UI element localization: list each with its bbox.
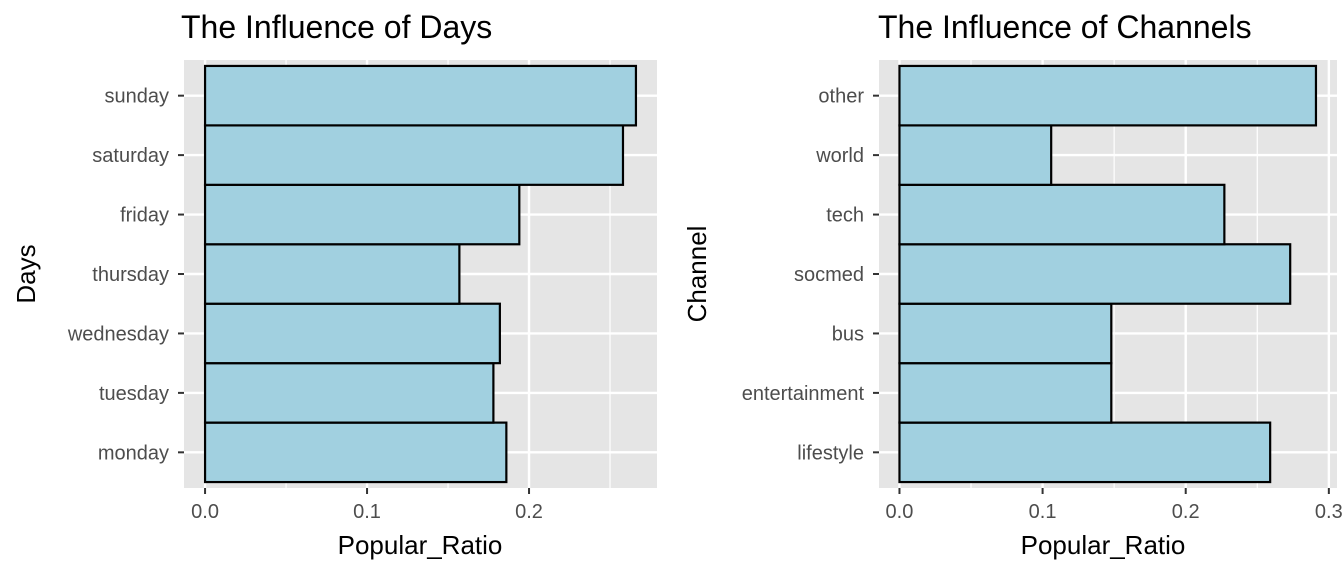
x-axis-title-days: Popular_Ratio <box>338 530 503 560</box>
x-axis-days: 0.0 0.1 0.2 <box>191 488 543 523</box>
chart-title-days: The Influence of Days <box>181 9 492 45</box>
bar-saturday <box>203 124 625 186</box>
bar-friday <box>203 183 521 246</box>
bar-other <box>898 64 1318 127</box>
y-tick-label: wednesday <box>67 323 169 345</box>
bar-socmed <box>898 243 1292 305</box>
bar-thursday <box>203 243 461 305</box>
bar-bus <box>898 302 1113 365</box>
x-tick-label: 0.3 <box>1315 501 1343 523</box>
y-tick-label: thursday <box>92 264 169 286</box>
bar-sunday <box>203 64 638 127</box>
bar-tech <box>898 183 1226 246</box>
y-tick-label: entertainment <box>742 383 865 405</box>
y-axis-days: monday tuesday wednesday thursday friday satu… <box>67 86 184 464</box>
bar-wednesday <box>203 302 501 365</box>
y-tick-label: sunday <box>105 86 170 108</box>
y-tick-label: world <box>815 145 864 167</box>
bar-lifestyle <box>898 421 1272 484</box>
y-tick-label: tech <box>826 205 864 227</box>
y-tick-label: other <box>818 86 864 108</box>
bar-tuesday <box>203 362 495 424</box>
bar-entertainment <box>898 362 1113 424</box>
chart-title-channels: The Influence of Channels <box>878 9 1252 45</box>
x-tick-label: 0.1 <box>1029 501 1057 523</box>
x-axis-channels: 0.0 0.1 0.2 0.3 <box>886 488 1343 523</box>
y-axis-title-channels: Channel <box>682 226 712 323</box>
y-tick-label: friday <box>120 205 169 227</box>
y-tick-label: bus <box>832 323 864 345</box>
y-tick-label: lifestyle <box>797 442 864 464</box>
y-tick-label: saturday <box>92 145 169 167</box>
x-axis-title-channels: Popular_Ratio <box>1021 530 1186 560</box>
bar-monday <box>203 421 508 484</box>
y-tick-label: monday <box>98 442 169 464</box>
chart-days: The Influence of Days monday tuesday wedne… <box>11 9 657 560</box>
x-tick-label: 0.0 <box>886 501 914 523</box>
y-tick-label: socmed <box>794 264 864 286</box>
x-tick-label: 0.2 <box>515 501 543 523</box>
x-tick-label: 0.2 <box>1172 501 1200 523</box>
x-tick-label: 0.1 <box>353 501 381 523</box>
bars-days <box>203 64 638 484</box>
chart-channels: The Influence of Channels lifestyle enter… <box>682 9 1343 560</box>
y-tick-label: tuesday <box>99 383 169 405</box>
y-axis-title-days: Days <box>11 244 41 303</box>
y-axis-channels: lifestyle entertainment bus socmed tech world… <box>742 86 879 464</box>
x-tick-label: 0.0 <box>191 501 219 523</box>
bars-channels <box>898 64 1318 484</box>
bar-world <box>898 124 1053 186</box>
